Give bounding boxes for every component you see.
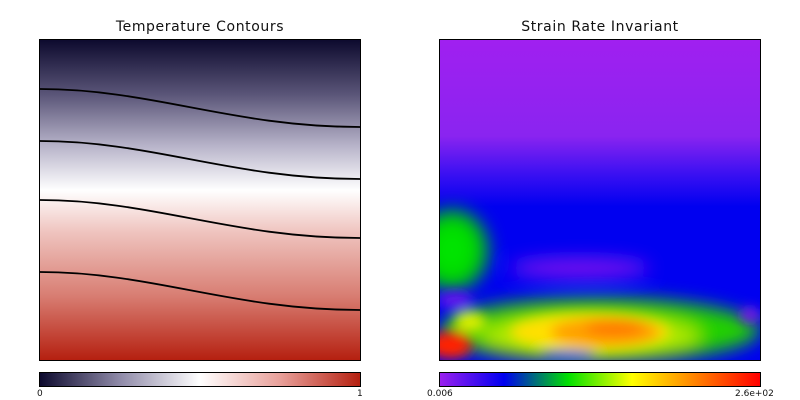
temperature-colorbar — [39, 372, 361, 387]
strain-rate-colorbar-max-label: 2.6e+02 — [735, 389, 774, 399]
temperature-colorbar-min-label: 0 — [37, 389, 43, 399]
strain-rate-colorbar-min-label: 0.006 — [427, 389, 453, 399]
temperature-plot — [39, 39, 361, 361]
strain-rate-field — [440, 40, 760, 360]
temperature-colorbar-max-label: 1 — [357, 389, 363, 399]
temperature-contour-line — [40, 140, 360, 180]
temperature-panel-title: Temperature Contours — [115, 19, 285, 35]
temperature-contours — [40, 88, 360, 311]
temperature-field — [40, 40, 360, 360]
strain-rate-plot — [439, 39, 761, 361]
temperature-contour-line — [40, 199, 360, 239]
temperature-gradient — [40, 40, 360, 360]
temperature-contour-line — [40, 271, 360, 311]
strain-rate-colorbar — [439, 372, 761, 387]
temperature-contour-line — [40, 88, 360, 128]
strain-blobs-detail — [440, 292, 760, 360]
strain-rate-panel-title: Strain Rate Invariant — [521, 19, 679, 35]
